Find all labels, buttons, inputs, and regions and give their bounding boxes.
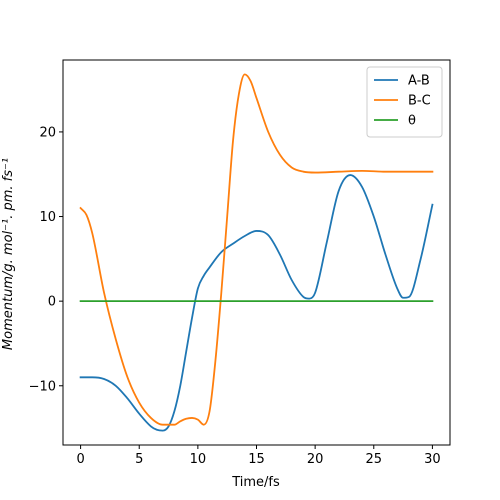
x-tick-label: 5 <box>135 452 143 467</box>
legend-label-1: A-B <box>408 74 430 89</box>
x-tick-label: 10 <box>190 452 207 467</box>
legend-label-2: B-C <box>408 94 431 109</box>
x-tick-label: 0 <box>76 452 84 467</box>
axes-layer: 0 5 10 15 20 25 30 −10 0 10 20 <box>29 59 451 467</box>
legend: A-B B-C θ <box>366 66 443 138</box>
series-line-2 <box>79 73 434 426</box>
y-tick-label: 10 <box>39 210 56 225</box>
legend-box <box>366 66 443 138</box>
y-tick-label: −10 <box>29 379 56 394</box>
x-axis-label: Time/fs <box>231 475 280 490</box>
series-layer <box>79 73 434 432</box>
x-tick-label: 25 <box>365 452 382 467</box>
series-line-1 <box>79 174 434 432</box>
y-tick-label: 20 <box>39 125 56 140</box>
y-axis-label: Momentum/g. mol⁻¹. pm. fs⁻¹ <box>1 158 16 350</box>
x-tick-label: 15 <box>248 452 265 467</box>
legend-label-3: θ <box>408 114 416 129</box>
x-tick-label: 20 <box>307 452 324 467</box>
y-tick-label: 0 <box>48 295 56 310</box>
x-tick-label: 30 <box>424 452 441 467</box>
